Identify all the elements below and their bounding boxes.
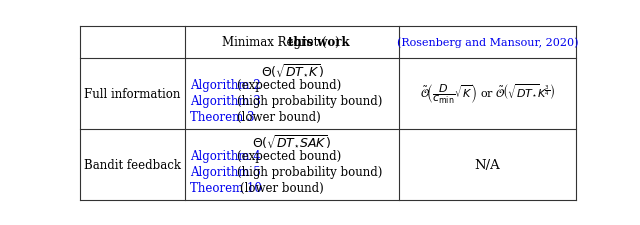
Text: Algorithm 5: Algorithm 5	[190, 165, 261, 178]
Text: ): )	[334, 36, 339, 49]
Text: (high probability bound): (high probability bound)	[237, 94, 383, 107]
Text: Algorithm 2: Algorithm 2	[190, 79, 260, 92]
Text: (expected bound): (expected bound)	[237, 150, 342, 163]
Text: (high probability bound): (high probability bound)	[237, 165, 383, 178]
Text: Minimax Regret (: Minimax Regret (	[222, 36, 326, 49]
Text: Algorithm 4: Algorithm 4	[190, 150, 261, 163]
Text: N/A: N/A	[475, 158, 500, 171]
Text: Bandit feedback: Bandit feedback	[84, 158, 181, 171]
Text: (lower bound): (lower bound)	[240, 181, 323, 194]
Text: Full information: Full information	[84, 87, 180, 100]
Text: Algorithm 3: Algorithm 3	[190, 94, 261, 107]
Text: this work: this work	[288, 36, 349, 49]
Text: Theorem 3: Theorem 3	[190, 110, 255, 123]
Text: $\Theta(\sqrt{DT_{\star}K})$: $\Theta(\sqrt{DT_{\star}K})$	[260, 62, 323, 79]
Text: (lower bound): (lower bound)	[237, 110, 321, 123]
Text: Theorem 10: Theorem 10	[190, 181, 262, 194]
Text: (expected bound): (expected bound)	[237, 79, 342, 92]
Text: (Rosenberg and Mansour, 2020): (Rosenberg and Mansour, 2020)	[397, 38, 578, 48]
Text: $\Theta(\sqrt{DT_{\star}SAK})$: $\Theta(\sqrt{DT_{\star}SAK})$	[252, 133, 332, 150]
Text: $\tilde{\mathcal{O}}\!\left(\dfrac{D}{c_{\min}}\sqrt{K}\right)$ or $\tilde{\math: $\tilde{\mathcal{O}}\!\left(\dfrac{D}{c_…	[420, 82, 555, 106]
